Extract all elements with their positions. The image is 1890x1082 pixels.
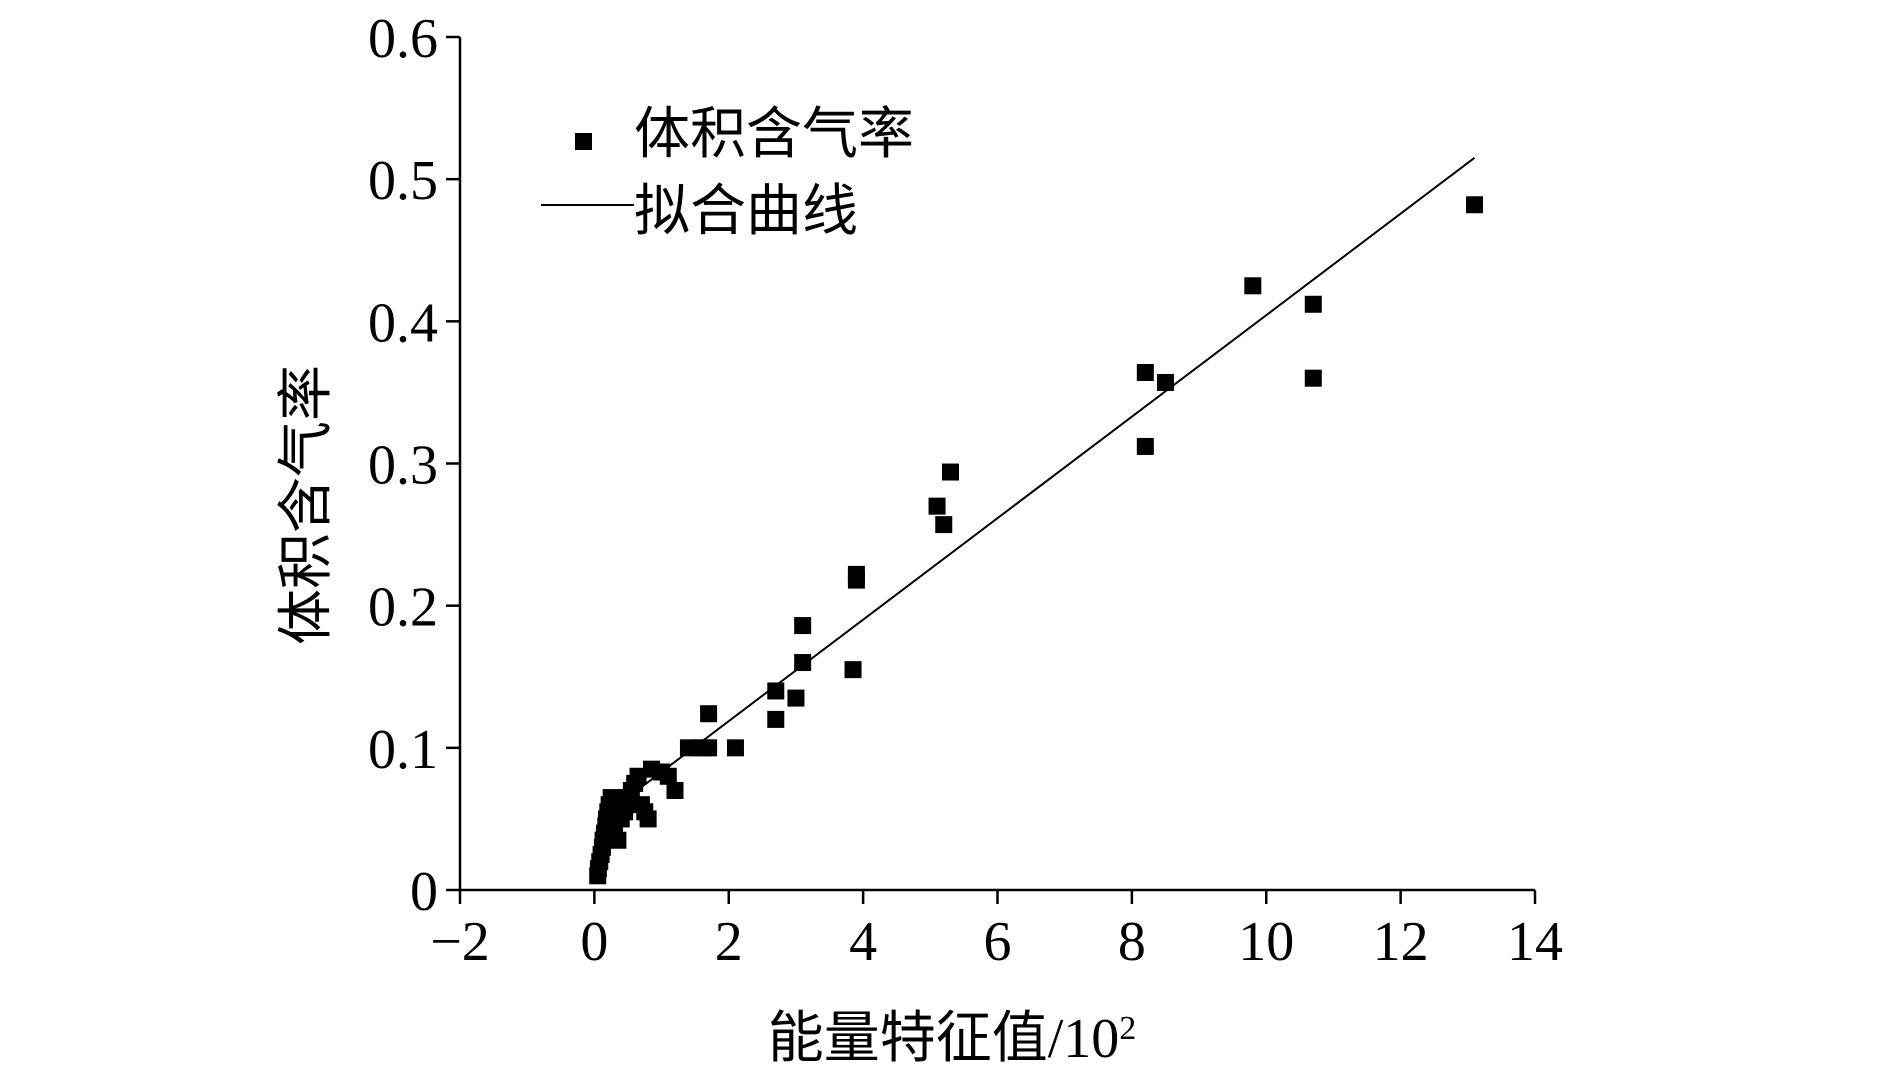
data-point xyxy=(700,705,718,723)
data-point xyxy=(794,617,812,635)
y-axis-title: 体积含气率 xyxy=(276,365,338,645)
data-point xyxy=(935,516,953,534)
x-axis-title-main: 能量特征值/10 xyxy=(768,1008,1120,1070)
data-point xyxy=(666,781,684,799)
y-tick-label: 0.1 xyxy=(368,719,438,781)
x-tick-label: 10 xyxy=(1238,911,1294,973)
fit-line xyxy=(630,157,1476,796)
legend-label-scatter: 体积含气率 xyxy=(634,104,914,166)
data-point xyxy=(639,810,657,828)
x-axis-title-superscript: 2 xyxy=(1119,1010,1136,1047)
data-point xyxy=(767,710,785,728)
legend-marker-scatter xyxy=(575,133,592,150)
data-point xyxy=(609,831,627,849)
data-point xyxy=(629,767,647,785)
y-tick-label: 0.3 xyxy=(368,435,438,497)
y-tick-label: 0.5 xyxy=(368,150,438,212)
data-point xyxy=(928,497,946,515)
x-tick-label: 14 xyxy=(1507,911,1563,973)
data-point xyxy=(602,789,620,807)
data-point xyxy=(726,739,744,757)
data-point xyxy=(700,739,718,757)
data-point xyxy=(794,654,812,672)
data-point xyxy=(1136,364,1154,382)
data-point xyxy=(1466,196,1484,214)
x-tick-label: 8 xyxy=(1118,911,1146,973)
data-point xyxy=(1136,437,1154,455)
x-tick-label: 2 xyxy=(715,911,743,973)
x-tick-label: 6 xyxy=(984,911,1012,973)
legend-label-fit: 拟合曲线 xyxy=(634,181,858,243)
y-tick-label: 0.4 xyxy=(368,292,438,354)
data-point xyxy=(941,463,959,481)
x-tick-label: 0 xyxy=(580,911,608,973)
data-point xyxy=(1156,373,1174,391)
y-tick-label: 0 xyxy=(410,861,438,923)
data-point xyxy=(679,739,697,757)
data-point xyxy=(616,803,634,821)
data-point xyxy=(787,689,805,707)
data-point xyxy=(844,661,862,679)
data-point xyxy=(1244,277,1262,295)
data-point xyxy=(767,682,785,700)
data-point xyxy=(1304,369,1322,387)
x-tick-label: 4 xyxy=(849,911,877,973)
data-point xyxy=(1304,295,1322,313)
x-axis-title: 能量特征值/102 xyxy=(768,1008,1137,1070)
x-tick-label: −2 xyxy=(430,911,490,973)
y-tick-label: 0.2 xyxy=(368,577,438,639)
x-tick-label: 12 xyxy=(1373,911,1429,973)
data-point xyxy=(847,565,865,583)
data-point xyxy=(659,767,677,785)
y-tick-label: 0.6 xyxy=(368,8,438,70)
